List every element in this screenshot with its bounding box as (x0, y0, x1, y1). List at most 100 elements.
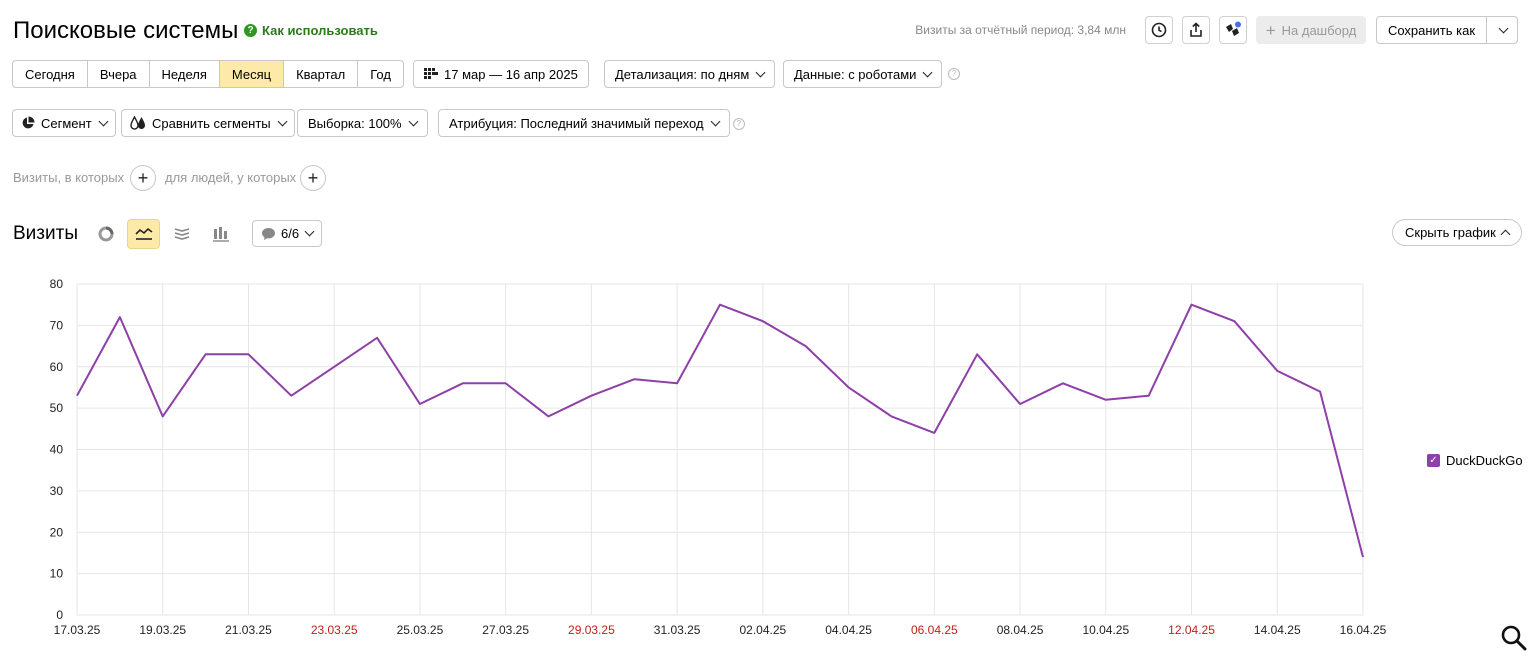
detail-label: Детализация: по дням (615, 66, 750, 82)
chevron-down-icon[interactable] (1487, 17, 1517, 43)
data-point[interactable] (888, 413, 894, 419)
data-point[interactable] (846, 384, 852, 390)
line-chart-icon (134, 227, 152, 240)
data-point[interactable] (503, 380, 509, 386)
chevron-down-icon (304, 226, 315, 237)
period-yesterday[interactable]: Вчера (88, 61, 150, 87)
add-to-dashboard-button[interactable]: + На дашборд (1256, 16, 1366, 44)
x-tick-label: 23.03.25 (311, 623, 358, 637)
area-chart-icon (174, 228, 189, 240)
add-people-condition-button[interactable]: + (300, 165, 326, 191)
comment-icon (262, 227, 275, 240)
data-point[interactable] (674, 380, 680, 386)
data-point[interactable] (160, 413, 166, 419)
period-year[interactable]: Год (370, 66, 391, 82)
x-tick-label: 16.04.25 (1340, 623, 1387, 637)
x-tick-label: 19.03.25 (139, 623, 186, 637)
chevron-down-icon (98, 116, 109, 126)
assistant-button[interactable] (1219, 16, 1247, 44)
save-as-button[interactable]: Сохранить как (1376, 16, 1518, 44)
data-point[interactable] (1017, 401, 1023, 407)
data-point[interactable] (1189, 302, 1195, 308)
chevron-down-icon (710, 116, 721, 126)
detail-dropdown[interactable]: Детализация: по дням (604, 60, 776, 88)
pie-icon (22, 116, 35, 129)
data-label: Данные: с роботами (794, 66, 917, 82)
segment-dropdown[interactable]: Сегмент (12, 109, 116, 137)
data-point[interactable] (1317, 389, 1323, 395)
series-line-duckduckgo[interactable] (76, 303, 1364, 558)
data-point[interactable] (760, 318, 766, 324)
period-quarter[interactable]: Квартал (284, 61, 359, 87)
help-link[interactable]: ? Как использовать (244, 23, 378, 38)
x-tick-label: 21.03.25 (225, 623, 272, 637)
data-point[interactable] (1360, 554, 1366, 560)
data-point[interactable] (1274, 368, 1280, 374)
y-tick-label: 50 (50, 401, 64, 415)
x-tick-label: 25.03.25 (397, 623, 444, 637)
chart-type-line[interactable] (127, 219, 160, 249)
visits-summary: Визиты за отчётный период: 3,84 млн (915, 23, 1126, 37)
data-point[interactable] (546, 413, 552, 419)
history-button[interactable] (1145, 16, 1173, 44)
date-range-picker[interactable]: 17 мар — 16 апр 2025 (413, 60, 589, 88)
chart-type-area[interactable] (165, 219, 198, 249)
compare-label: Сравнить сегменты (152, 115, 271, 131)
help-icon[interactable]: ? (948, 68, 960, 80)
x-tick-label: 29.03.25 (568, 623, 615, 637)
period-week[interactable]: Неделя (150, 61, 220, 87)
notes-count: 6/6 (281, 226, 300, 241)
compare-segments-dropdown[interactable]: Сравнить сегменты (121, 109, 295, 137)
attribution-label: Атрибуция: Последний значимый переход (449, 115, 704, 131)
sample-dropdown[interactable]: Выборка: 100% (297, 109, 428, 137)
data-point[interactable] (331, 364, 337, 370)
y-tick-label: 10 (50, 567, 64, 581)
data-dropdown[interactable]: Данные: с роботами (783, 60, 943, 88)
data-point[interactable] (74, 393, 80, 399)
chevron-down-icon (277, 116, 288, 126)
visits-condition-label: Визиты, в которых (13, 170, 125, 185)
data-point[interactable] (245, 351, 251, 357)
page-title: Поисковые системы (13, 17, 239, 44)
data-point[interactable] (417, 401, 423, 407)
export-button[interactable] (1182, 16, 1210, 44)
data-point[interactable] (1103, 397, 1109, 403)
data-point[interactable] (931, 430, 937, 436)
period-month[interactable]: Месяц (219, 61, 285, 87)
help-icon[interactable]: ? (733, 118, 745, 130)
x-tick-label: 12.04.25 (1168, 623, 1215, 637)
data-point[interactable] (460, 380, 466, 386)
hide-chart-button[interactable]: Скрыть график (1392, 219, 1522, 246)
notes-dropdown[interactable]: 6/6 (252, 220, 323, 247)
chevron-down-icon (408, 116, 419, 126)
data-point[interactable] (588, 393, 594, 399)
save-as-label: Сохранить как (1377, 17, 1487, 43)
data-point[interactable] (203, 351, 209, 357)
data-point[interactable] (117, 314, 123, 320)
data-point[interactable] (631, 376, 637, 382)
data-point[interactable] (1060, 380, 1066, 386)
data-point[interactable] (1231, 318, 1237, 324)
data-point[interactable] (974, 351, 980, 357)
period-today[interactable]: Сегодня (13, 61, 88, 87)
period-selector: Сегодня Вчера Неделя Месяц Квартал Год (12, 60, 404, 88)
legend-item-duckduckgo[interactable]: ✓ DuckDuckGo (1427, 453, 1523, 468)
y-tick-label: 60 (50, 360, 64, 374)
add-visit-condition-button[interactable]: + (130, 165, 156, 191)
data-point[interactable] (288, 393, 294, 399)
chevron-up-icon (1500, 229, 1511, 240)
search-icon[interactable] (1500, 624, 1528, 652)
data-point[interactable] (803, 343, 809, 349)
chevron-down-icon (922, 67, 933, 77)
attribution-dropdown[interactable]: Атрибуция: Последний значимый переход (438, 109, 730, 137)
data-point[interactable] (717, 302, 723, 308)
data-point[interactable] (1146, 393, 1152, 399)
hide-chart-label: Скрыть график (1405, 225, 1496, 240)
chart-type-bar[interactable] (204, 219, 237, 249)
chevron-down-icon (755, 67, 766, 77)
checkbox-checked-icon[interactable]: ✓ (1427, 454, 1440, 467)
y-tick-label: 30 (50, 484, 64, 498)
dashboard-label: На дашборд (1281, 22, 1357, 38)
data-point[interactable] (374, 335, 380, 341)
chart-type-pie[interactable] (89, 219, 122, 249)
